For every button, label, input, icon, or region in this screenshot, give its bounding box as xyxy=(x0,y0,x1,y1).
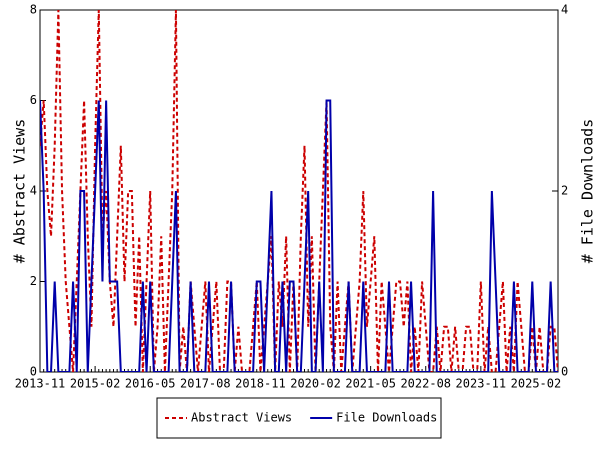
y-tick-label: 8 xyxy=(30,3,37,17)
x-tick-label: 2015-02 xyxy=(70,377,121,391)
y2-tick-label: 2 xyxy=(561,184,568,198)
y-axis-title: # Abstract Views xyxy=(11,119,29,264)
y2-tick-label: 4 xyxy=(561,3,568,17)
x-tick-label: 2023-11 xyxy=(456,377,507,391)
x-tick-label: 2017-08 xyxy=(180,377,231,391)
x-tick-label: 2022-08 xyxy=(400,377,451,391)
y-tick-label: 4 xyxy=(30,184,37,198)
legend-label: Abstract Views xyxy=(191,411,292,425)
x-tick-label: 2016-05 xyxy=(125,377,176,391)
x-tick-label: 2025-02 xyxy=(511,377,562,391)
y-tick-label: 0 xyxy=(30,365,37,379)
y2-axis-title: # File Downloads xyxy=(579,119,597,264)
y-tick-label: 2 xyxy=(30,274,37,288)
x-tick-label: 2013-11 xyxy=(15,377,66,391)
x-tick-label: 2018-11 xyxy=(235,377,286,391)
legend-box xyxy=(156,397,442,439)
x-tick-label: 2020-02 xyxy=(290,377,341,391)
y-tick-label: 6 xyxy=(30,93,37,107)
y2-tick-label: 0 xyxy=(561,365,568,379)
legend-label: File Downloads xyxy=(336,411,437,425)
x-tick-label: 2021-05 xyxy=(345,377,396,391)
series-line xyxy=(40,10,558,372)
